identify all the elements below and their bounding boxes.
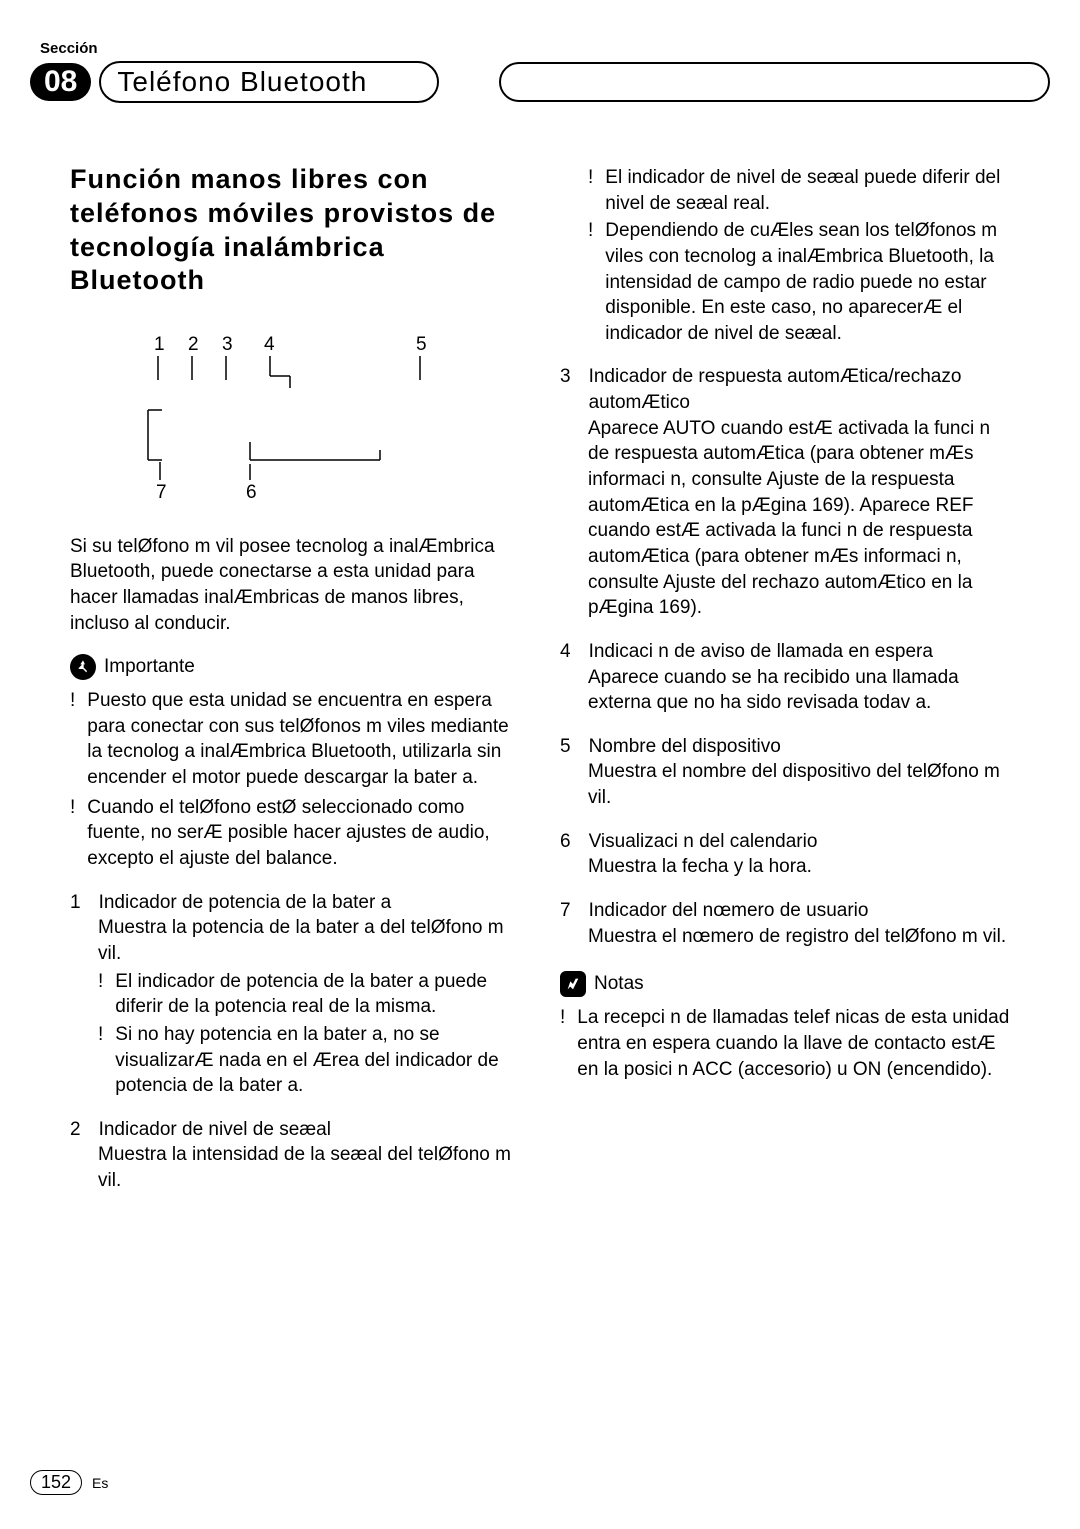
- indicator-2: 2Indicador de nivel de seæal Muestra la …: [70, 1117, 520, 1194]
- indicator-1: 1Indicador de potencia de la bater a Mue…: [70, 890, 520, 1099]
- header-row: 08 Teléfono Bluetooth: [30, 61, 1050, 103]
- important-bullets: !Puesto que esta unidad se encuentra en …: [70, 688, 520, 871]
- important-bullet: !Puesto que esta unidad se encuentra en …: [70, 688, 520, 791]
- notes-header: Notas: [560, 971, 1010, 997]
- notes-icon: [560, 971, 586, 997]
- notes-bullets: !La recepci n de llamadas telef nicas de…: [560, 1005, 1010, 1082]
- sub-bullet: !El indicador de nivel de seæal puede di…: [588, 165, 1010, 216]
- seccion-label: Sección: [40, 40, 1050, 57]
- indicator-4: 4Indicaci n de aviso de llamada en esper…: [560, 639, 1010, 716]
- diagram-label-3: 3: [222, 334, 233, 355]
- diagram-label-7: 7: [156, 482, 167, 502]
- main-heading: Función manos libres con teléfonos móvil…: [70, 163, 520, 298]
- right-column: !El indicador de nivel de seæal puede di…: [560, 163, 1010, 1194]
- sub-bullet: !El indicador de potencia de la bater a …: [98, 969, 520, 1020]
- left-column: Función manos libres con teléfonos móvil…: [70, 163, 520, 1194]
- notes-label: Notas: [594, 971, 644, 997]
- indicator-5: 5Nombre del dispositivo Muestra el nombr…: [560, 734, 1010, 811]
- notes-bullet: !La recepci n de llamadas telef nicas de…: [560, 1005, 1010, 1082]
- diagram-label-5: 5: [416, 334, 427, 355]
- important-icon: [70, 654, 96, 680]
- section-number-badge: 08: [30, 63, 91, 101]
- sub-bullet: !Dependiendo de cuÆles sean los telØfono…: [588, 218, 1010, 346]
- content-columns: Función manos libres con teléfonos móvil…: [30, 163, 1050, 1194]
- page-number: 152: [30, 1470, 82, 1495]
- empty-header-pill: [499, 62, 1050, 102]
- indicator-6: 6Visualizaci n del calendario Muestra la…: [560, 829, 1010, 880]
- sub-bullet: !Si no hay potencia en la bater a, no se…: [98, 1022, 520, 1099]
- display-diagram: 1 2 3 4 5 7 6: [130, 332, 450, 502]
- intro-paragraph: Si su telØfono m vil posee tecnolog a in…: [70, 534, 520, 637]
- indicator-2-subs: !El indicador de nivel de seæal puede di…: [560, 165, 1010, 346]
- page-footer: 152 Es: [30, 1470, 108, 1495]
- diagram-label-4: 4: [264, 334, 275, 355]
- indicator-3: 3Indicador de respuesta automÆtica/recha…: [560, 364, 1010, 620]
- diagram-label-2: 2: [188, 334, 199, 355]
- diagram-label-6: 6: [246, 482, 257, 502]
- indicator-7: 7Indicador del nœmero de usuario Muestra…: [560, 898, 1010, 949]
- language-label: Es: [92, 1475, 108, 1491]
- indicator-1-subs: !El indicador de potencia de la bater a …: [70, 969, 520, 1099]
- important-header: Importante: [70, 654, 520, 680]
- important-label: Importante: [104, 654, 195, 680]
- diagram-label-1: 1: [154, 334, 165, 355]
- important-bullet: !Cuando el telØfono estØ seleccionado co…: [70, 795, 520, 872]
- section-title-pill: Teléfono Bluetooth: [99, 61, 439, 103]
